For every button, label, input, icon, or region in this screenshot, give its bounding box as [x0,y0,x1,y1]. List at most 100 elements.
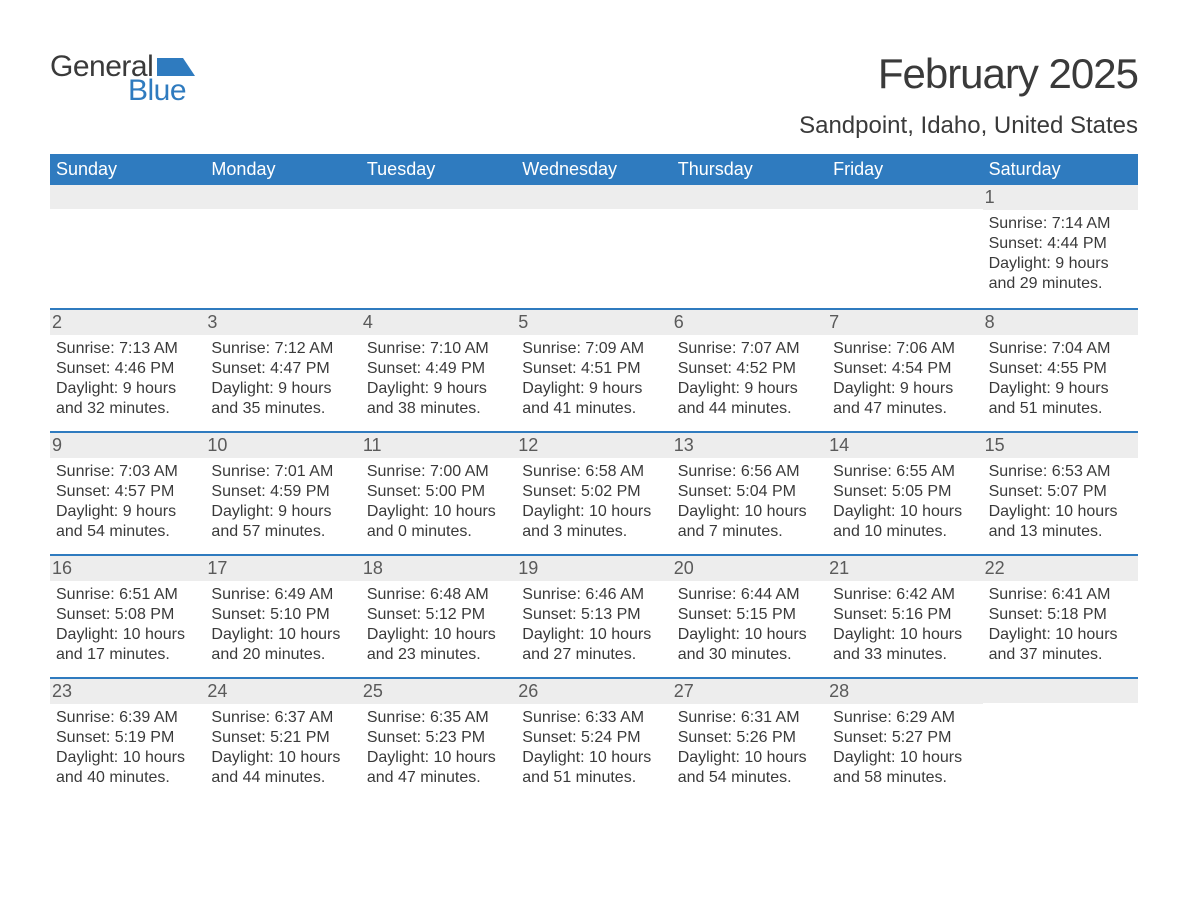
day-sunrise: Sunrise: 6:44 AM [678,585,821,605]
day-daylight1: Daylight: 10 hours [678,625,821,645]
day-cell: 11Sunrise: 7:00 AMSunset: 5:00 PMDayligh… [361,433,516,554]
day-sunset: Sunset: 4:51 PM [522,359,665,379]
day-daylight2: and 29 minutes. [989,274,1132,294]
day-cell: 20Sunrise: 6:44 AMSunset: 5:15 PMDayligh… [672,556,827,677]
weekday-header: Sunday [50,154,205,185]
day-daylight1: Daylight: 10 hours [522,625,665,645]
day-daylight1: Daylight: 10 hours [367,748,510,768]
day-number: 25 [361,679,516,704]
day-cell [672,185,827,308]
day-daylight2: and 54 minutes. [56,522,199,542]
day-number [205,185,360,209]
day-cell: 14Sunrise: 6:55 AMSunset: 5:05 PMDayligh… [827,433,982,554]
day-daylight2: and 44 minutes. [678,399,821,419]
day-cell: 25Sunrise: 6:35 AMSunset: 5:23 PMDayligh… [361,679,516,800]
day-daylight1: Daylight: 10 hours [211,625,354,645]
day-cell: 7Sunrise: 7:06 AMSunset: 4:54 PMDaylight… [827,310,982,431]
day-daylight2: and 47 minutes. [367,768,510,788]
day-sunrise: Sunrise: 7:12 AM [211,339,354,359]
header: General Blue February 2025 Sandpoint, Id… [50,50,1138,140]
day-cell [361,185,516,308]
weekday-header-row: Sunday Monday Tuesday Wednesday Thursday… [50,154,1138,185]
day-sunrise: Sunrise: 6:35 AM [367,708,510,728]
day-daylight2: and 23 minutes. [367,645,510,665]
day-number: 11 [361,433,516,458]
day-cell: 21Sunrise: 6:42 AMSunset: 5:16 PMDayligh… [827,556,982,677]
day-sunrise: Sunrise: 6:39 AM [56,708,199,728]
day-cell: 26Sunrise: 6:33 AMSunset: 5:24 PMDayligh… [516,679,671,800]
day-daylight1: Daylight: 10 hours [367,625,510,645]
day-sunset: Sunset: 5:26 PM [678,728,821,748]
day-daylight1: Daylight: 10 hours [211,748,354,768]
day-number: 2 [50,310,205,335]
day-daylight1: Daylight: 10 hours [833,502,976,522]
day-daylight1: Daylight: 9 hours [367,379,510,399]
day-sunrise: Sunrise: 6:48 AM [367,585,510,605]
day-number: 17 [205,556,360,581]
day-daylight2: and 51 minutes. [522,768,665,788]
day-sunset: Sunset: 5:19 PM [56,728,199,748]
day-sunrise: Sunrise: 6:37 AM [211,708,354,728]
day-daylight2: and 7 minutes. [678,522,821,542]
day-cell [516,185,671,308]
day-daylight2: and 40 minutes. [56,768,199,788]
location: Sandpoint, Idaho, United States [799,112,1138,140]
day-sunset: Sunset: 4:49 PM [367,359,510,379]
day-daylight2: and 32 minutes. [56,399,199,419]
day-daylight2: and 13 minutes. [989,522,1132,542]
day-cell: 19Sunrise: 6:46 AMSunset: 5:13 PMDayligh… [516,556,671,677]
day-number: 1 [983,185,1138,210]
day-number [672,185,827,209]
day-sunrise: Sunrise: 7:01 AM [211,462,354,482]
weekday-header: Tuesday [361,154,516,185]
day-number: 28 [827,679,982,704]
day-daylight1: Daylight: 9 hours [211,379,354,399]
weekday-header: Friday [827,154,982,185]
day-number: 24 [205,679,360,704]
day-cell: 23Sunrise: 6:39 AMSunset: 5:19 PMDayligh… [50,679,205,800]
day-cell [50,185,205,308]
day-number: 4 [361,310,516,335]
day-daylight2: and 3 minutes. [522,522,665,542]
day-sunrise: Sunrise: 7:07 AM [678,339,821,359]
week-row: 1Sunrise: 7:14 AMSunset: 4:44 PMDaylight… [50,185,1138,308]
day-daylight1: Daylight: 9 hours [56,502,199,522]
day-daylight2: and 47 minutes. [833,399,976,419]
day-cell: 27Sunrise: 6:31 AMSunset: 5:26 PMDayligh… [672,679,827,800]
day-number: 19 [516,556,671,581]
day-cell [983,679,1138,800]
day-daylight1: Daylight: 9 hours [989,379,1132,399]
day-cell: 18Sunrise: 6:48 AMSunset: 5:12 PMDayligh… [361,556,516,677]
day-daylight2: and 37 minutes. [989,645,1132,665]
day-cell: 12Sunrise: 6:58 AMSunset: 5:02 PMDayligh… [516,433,671,554]
day-cell [205,185,360,308]
day-daylight1: Daylight: 10 hours [56,625,199,645]
day-daylight1: Daylight: 10 hours [833,748,976,768]
day-sunrise: Sunrise: 7:14 AM [989,214,1132,234]
day-daylight1: Daylight: 10 hours [678,748,821,768]
day-number: 8 [983,310,1138,335]
day-sunrise: Sunrise: 7:04 AM [989,339,1132,359]
day-sunrise: Sunrise: 7:09 AM [522,339,665,359]
day-daylight1: Daylight: 10 hours [522,502,665,522]
day-daylight2: and 30 minutes. [678,645,821,665]
day-daylight1: Daylight: 10 hours [678,502,821,522]
day-daylight1: Daylight: 9 hours [678,379,821,399]
week-row: 9Sunrise: 7:03 AMSunset: 4:57 PMDaylight… [50,431,1138,554]
day-number: 14 [827,433,982,458]
day-daylight2: and 58 minutes. [833,768,976,788]
day-cell: 16Sunrise: 6:51 AMSunset: 5:08 PMDayligh… [50,556,205,677]
day-sunset: Sunset: 4:55 PM [989,359,1132,379]
day-sunset: Sunset: 4:47 PM [211,359,354,379]
day-number: 9 [50,433,205,458]
day-sunrise: Sunrise: 6:31 AM [678,708,821,728]
day-cell: 5Sunrise: 7:09 AMSunset: 4:51 PMDaylight… [516,310,671,431]
day-daylight2: and 38 minutes. [367,399,510,419]
day-number: 20 [672,556,827,581]
day-sunset: Sunset: 5:08 PM [56,605,199,625]
day-daylight2: and 17 minutes. [56,645,199,665]
day-sunrise: Sunrise: 7:06 AM [833,339,976,359]
calendar: Sunday Monday Tuesday Wednesday Thursday… [50,154,1138,800]
day-number: 26 [516,679,671,704]
day-cell: 10Sunrise: 7:01 AMSunset: 4:59 PMDayligh… [205,433,360,554]
